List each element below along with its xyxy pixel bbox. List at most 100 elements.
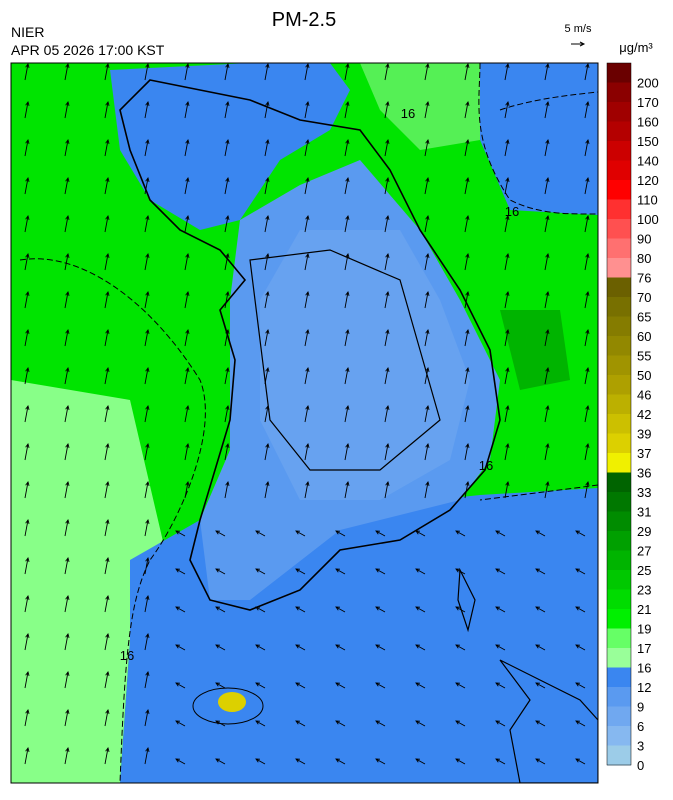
wind-arrow [64, 746, 70, 765]
colorbar-label: 37 [637, 446, 651, 461]
wind-arrow [24, 480, 30, 499]
wind-arrow [264, 176, 270, 195]
wind-arrow [184, 366, 190, 385]
colorbar-label: 120 [637, 173, 659, 188]
wind-arrow [24, 328, 30, 347]
wind-arrow [504, 480, 510, 499]
wind-arrow [24, 746, 30, 765]
wind-arrow [544, 100, 550, 119]
colorbar-segment [607, 433, 631, 454]
wind-arrow [504, 442, 510, 461]
wind-arrow [304, 100, 310, 119]
wind-arrow [584, 290, 590, 309]
wind-arrow [144, 480, 150, 499]
wind-arrow [215, 720, 226, 727]
wind-arrow [64, 176, 70, 195]
wind-arrow [384, 290, 390, 309]
wind-arrow [544, 176, 550, 195]
wind-arrow [224, 100, 230, 119]
wind-arrow [264, 214, 270, 233]
wind-arrow [584, 480, 590, 499]
wind-arrow [64, 670, 70, 689]
wind-arrow [335, 720, 346, 727]
wind-arrow [544, 328, 550, 347]
wind-arrow [64, 252, 70, 271]
wind-arrow [535, 720, 546, 727]
wind-arrow [584, 252, 590, 271]
wind-arrow [304, 252, 310, 271]
colorbar-segment [607, 336, 631, 356]
wind-arrow [304, 328, 310, 347]
wind-arrow [584, 176, 590, 195]
wind-arrow [295, 606, 306, 613]
wind-arrow [224, 328, 230, 347]
map [10, 62, 599, 784]
wind-arrow [64, 404, 70, 423]
wind-arrow [344, 480, 350, 499]
colorbar-segment [607, 238, 631, 259]
wind-arrow [264, 290, 270, 309]
wind-arrow [335, 568, 346, 575]
wind-arrow [344, 290, 350, 309]
colorbar-segment [607, 628, 631, 649]
wind-arrow [224, 480, 230, 499]
wind-arrow [144, 252, 150, 271]
wind-arrow [215, 682, 226, 689]
colorbar-segment [607, 667, 631, 688]
wind-arrow [584, 63, 590, 81]
wind-arrow [575, 758, 586, 765]
wind-arrow [384, 138, 390, 157]
wind-arrow [175, 530, 186, 537]
colorbar-segment [607, 687, 631, 707]
wind-arrow [224, 176, 230, 195]
wind-arrow [215, 568, 226, 575]
wind-arrow [415, 758, 426, 765]
wind-arrow [535, 568, 546, 575]
wind-arrow [544, 214, 550, 233]
wind-arrow [464, 138, 470, 157]
wind-arrow [504, 366, 510, 385]
colorbar-label: 42 [637, 407, 651, 422]
colorbar-label: 21 [637, 602, 651, 617]
wind-arrow [24, 518, 30, 537]
wind-arrow [464, 100, 470, 119]
wind-arrow [175, 644, 186, 651]
wind-arrow [584, 138, 590, 157]
wind-arrow [144, 63, 150, 81]
wind-arrow [424, 138, 430, 157]
wind-arrow [144, 518, 150, 537]
wind-arrow [255, 644, 266, 651]
colorbar-segment [607, 63, 631, 83]
wind-arrow [384, 442, 390, 461]
wind-arrow [175, 720, 186, 727]
colorbar-segment [607, 277, 631, 298]
colorbar-label: 50 [637, 368, 651, 383]
wind-arrow [584, 100, 590, 119]
wind-arrow [104, 366, 110, 385]
colorbar-label: 27 [637, 544, 651, 559]
wind-arrow [295, 682, 306, 689]
wind-arrow [24, 442, 30, 461]
colorbar-segment [607, 355, 631, 376]
wind-arrow [495, 568, 506, 575]
wind-arrow [504, 252, 510, 271]
colorbar-segment [607, 472, 631, 493]
colorbar-segment [607, 550, 631, 571]
wind-arrow [464, 366, 470, 385]
colorbar-label: 90 [637, 232, 651, 247]
wind-arrow [255, 530, 266, 537]
colorbar-label: 31 [637, 505, 651, 520]
wind-arrow [464, 480, 470, 499]
wind-arrow [104, 63, 110, 81]
wind-arrow [544, 138, 550, 157]
wind-arrow [144, 708, 150, 727]
colorbar-label: 6 [637, 719, 644, 734]
wind-arrow [384, 100, 390, 119]
wind-arrow [295, 644, 306, 651]
wind-arrow [584, 404, 590, 423]
wind-arrow [64, 366, 70, 385]
wind-arrow [384, 328, 390, 347]
wind-arrow [184, 138, 190, 157]
colorbar-segment [607, 492, 631, 512]
